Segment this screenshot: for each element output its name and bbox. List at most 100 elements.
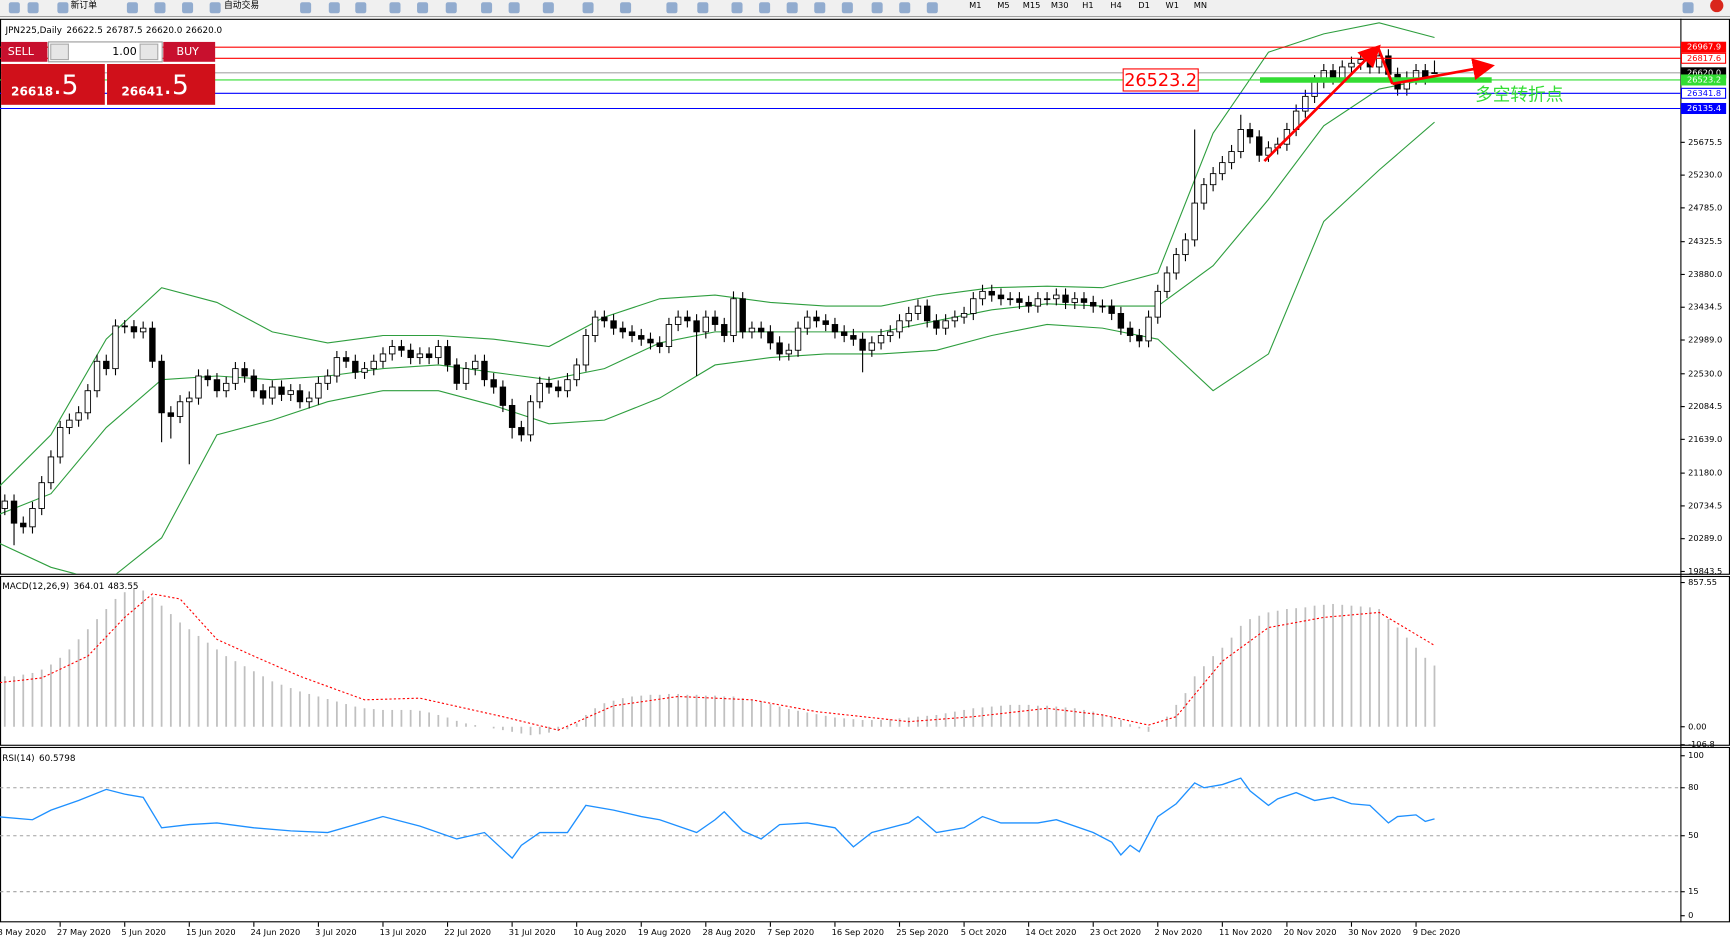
y-tick-label: 21180.0	[1688, 468, 1722, 478]
toolbar-icon[interactable]	[389, 2, 401, 14]
toolbar-icon[interactable]	[871, 2, 883, 14]
timeframe[interactable]: D1	[1138, 0, 1150, 10]
timeframe[interactable]: H1	[1082, 0, 1093, 10]
timeframe[interactable]: M30	[1051, 0, 1069, 10]
toolbar-icon[interactable]	[300, 2, 312, 14]
macd-bar	[234, 661, 237, 727]
lots-value[interactable]: 1.00	[112, 45, 137, 58]
level-label: 26620.0	[1687, 67, 1721, 77]
macd-bar	[668, 693, 670, 727]
toolbar-icon[interactable]	[481, 2, 493, 14]
toolbar-icon[interactable]	[841, 2, 853, 14]
macd-bar	[760, 701, 763, 727]
toolbar-icon[interactable]	[814, 2, 826, 14]
buy-button[interactable]	[163, 41, 216, 62]
ask-main[interactable]: 26641	[121, 84, 163, 98]
macd-bar	[1018, 704, 1021, 727]
candle-body	[139, 327, 147, 333]
level-label: 26341.8	[1687, 88, 1721, 98]
toolbar-icon[interactable]	[182, 2, 194, 14]
macd-bar	[1064, 707, 1067, 727]
macd-bar	[1009, 704, 1012, 727]
timeframe[interactable]: M15	[1023, 0, 1041, 10]
lots-down[interactable]	[50, 43, 69, 61]
toolbar-icon[interactable]	[786, 2, 798, 14]
frames	[0, 18, 1730, 923]
toolbar-icon[interactable]	[926, 2, 938, 14]
toolbar-icon[interactable]	[508, 2, 520, 14]
toolbar-icon[interactable]	[759, 2, 771, 14]
x-tick-label: 5 Jun 2020	[121, 927, 165, 937]
toolbar-icon[interactable]	[697, 2, 709, 14]
toolbar-icon[interactable]	[620, 2, 632, 14]
ask-box[interactable]	[107, 63, 216, 105]
toolbar-icon[interactable]	[154, 2, 166, 14]
macd-bar	[188, 629, 191, 727]
macd-bar	[40, 669, 43, 727]
candle-body	[767, 331, 774, 344]
candle-body	[213, 379, 221, 392]
y-tick-label: 50	[1688, 830, 1699, 840]
macd-bar	[557, 726, 560, 731]
toolbar-icon[interactable]	[8, 2, 20, 14]
bid-main[interactable]: 26618	[11, 84, 53, 98]
ask-fraction[interactable]: .5	[164, 70, 189, 101]
toolbar-icon[interactable]	[209, 2, 221, 14]
macd-bar	[1332, 603, 1334, 727]
toolbar-icon[interactable]	[445, 2, 457, 14]
sell-button[interactable]	[1, 41, 48, 62]
bid-box[interactable]	[1, 63, 105, 105]
symbol-header: JPN225,Daily 26622.5 26787.5 26620.0 26620.0	[5, 25, 223, 35]
macd-bar	[935, 714, 938, 727]
candle-body	[176, 401, 184, 417]
toolbar-icon[interactable]	[1682, 2, 1694, 14]
bid-fraction[interactable]: .5	[53, 70, 78, 101]
toolbar-icon[interactable]	[417, 2, 429, 14]
toolbar-icon[interactable]	[355, 2, 367, 14]
macd-bar	[151, 597, 154, 727]
candle-body	[979, 290, 986, 300]
candle-body	[1062, 294, 1069, 303]
new-order[interactable]: 新订单	[71, 0, 98, 11]
auto-trading[interactable]: 自动交易	[224, 0, 259, 11]
buy-label[interactable]: BUY	[177, 45, 200, 58]
timeframe[interactable]: M1	[969, 0, 981, 10]
timeframe[interactable]: MN	[1194, 0, 1207, 10]
timeframe[interactable]: W1	[1166, 0, 1179, 10]
toolbar-icon[interactable]	[899, 2, 911, 14]
toolbar-icon[interactable]	[731, 2, 743, 14]
toolbar-icon[interactable]	[666, 2, 678, 14]
macd-bar	[732, 696, 735, 727]
macd-bar	[1193, 676, 1196, 727]
y-tick-label: 23434.5	[1688, 302, 1722, 312]
macd-bar	[400, 709, 403, 727]
macd-bar	[317, 696, 320, 727]
toolbar-icon[interactable]	[582, 2, 594, 14]
candle-body	[389, 346, 396, 355]
candle-body	[444, 346, 451, 366]
candle-body	[942, 320, 949, 329]
alert-badge[interactable]	[1710, 0, 1724, 13]
timeframe[interactable]: H4	[1110, 0, 1121, 10]
candle-body	[305, 397, 313, 403]
candle-body	[527, 401, 534, 436]
ask-price[interactable]: 26641.5	[121, 70, 188, 101]
bid-price[interactable]: 26618.5	[11, 70, 78, 101]
toolbar-icon[interactable]	[27, 2, 39, 14]
candle-body	[508, 404, 516, 428]
lots-up[interactable]	[139, 43, 159, 61]
lots-input[interactable]	[47, 41, 163, 63]
sell-label[interactable]: SELL	[8, 45, 35, 58]
toolbar-icon[interactable]	[126, 2, 138, 14]
x-tick-label: 24 Jun 2020	[251, 927, 301, 937]
x-tick-label: 30 Nov 2020	[1348, 927, 1401, 937]
toolbar-icon[interactable]	[542, 2, 554, 14]
timeframe[interactable]: M5	[997, 0, 1009, 10]
toolbar-icon[interactable]	[57, 2, 69, 14]
level-tag	[1680, 102, 1727, 115]
toolbar-icon[interactable]	[328, 2, 340, 14]
candle-body	[628, 331, 636, 336]
candle-body	[499, 386, 507, 406]
candle-body	[822, 320, 829, 325]
macd-bar	[428, 712, 430, 727]
